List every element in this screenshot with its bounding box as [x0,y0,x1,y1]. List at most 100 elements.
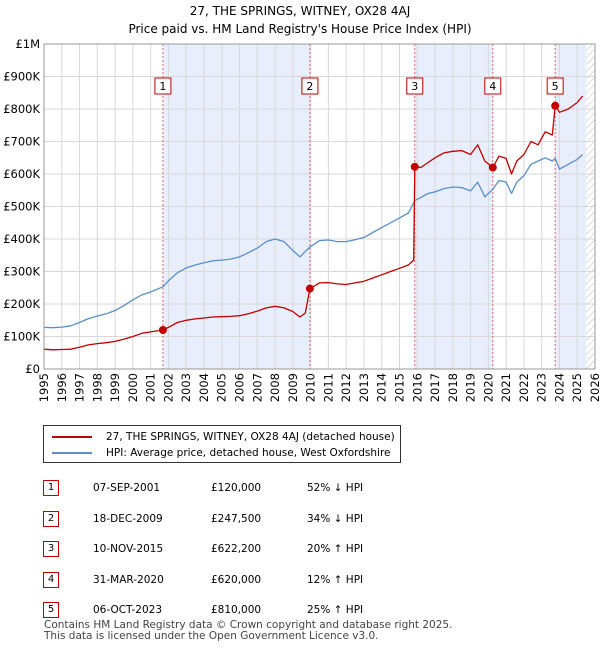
hpi-line [44,154,584,329]
table-row: 3 10-NOV-2015 £622,200 20% ↑ HPI [43,534,363,565]
sale-number-box [406,77,424,95]
sale-point [305,284,314,293]
x-tick-label: 2010 [304,373,318,402]
legend-swatch-red [52,436,92,438]
x-tick-label: 2013 [357,373,371,402]
x-tick-label: 1998 [90,373,104,402]
x-tick-label: 2000 [126,373,140,402]
x-tick-label: 2021 [499,373,513,402]
x-tick-label: 2002 [161,373,175,402]
chart-subtitle: Price paid vs. HM Land Registry's House … [128,22,471,36]
sale-number-badge: 5 [43,602,59,619]
footer-line-2: This data is licensed under the Open Gov… [44,630,379,642]
sale-price: £622,200 [211,543,262,556]
chart-legend: 27, THE SPRINGS, WITNEY, OX28 4AJ (detac… [43,425,401,463]
sale-number-box [154,77,172,95]
y-tick-label: £1M [15,37,40,51]
property-price-line [44,95,584,351]
x-tick-label: 2025 [570,373,584,402]
sale-hpi-diff: 25% ↑ HPI [307,604,364,617]
sale-point [158,326,167,334]
sale-hpi-diff: 12% ↑ HPI [307,573,364,586]
x-tick-label: 2015 [392,373,406,402]
y-tick-label: £400K [3,232,40,246]
plot-frame [43,43,596,370]
y-tick-label: £0 [25,362,40,376]
legend-swatch-blue [52,452,92,454]
table-row: 1 07-SEP-2001 £120,000 52% ↓ HPI [43,473,363,504]
x-tick-label: 2019 [464,373,478,402]
y-tick-label: £800K [3,102,40,116]
x-tick-label: 2012 [339,373,353,402]
sale-date: 18-DEC-2009 [93,512,163,525]
legend-label-property: 27, THE SPRINGS, WITNEY, OX28 4AJ (detac… [106,431,395,443]
x-tick-label: 2007 [250,373,264,402]
y-tick-label: £600K [3,167,40,181]
x-tick-label: 2001 [144,373,158,402]
sale-number-box [484,77,502,95]
sale-number-badge: 1 [43,480,59,497]
sale-date: 31-MAR-2020 [93,573,164,586]
x-tick-label: 1996 [55,373,69,402]
sale-hpi-diff: 20% ↑ HPI [307,543,364,556]
sale-number-badge: 4 [43,571,59,588]
x-tick-label: 1995 [37,373,51,402]
x-tick-label: 2020 [481,373,495,402]
legend-item-property: 27, THE SPRINGS, WITNEY, OX28 4AJ (detac… [52,429,395,445]
sale-hpi-diff: 52% ↓ HPI [307,482,364,495]
sale-price: £120,000 [211,482,262,495]
x-tick-label: 2024 [552,373,566,402]
sale-number-label: 5 [552,80,559,93]
sale-number-box [546,77,564,95]
x-tick-label: 2008 [268,373,282,402]
sale-point [488,163,497,172]
x-tick-label: 2005 [215,373,229,402]
sales-table: 1 07-SEP-2001 £120,000 52% ↓ HPI 2 18-DE… [43,473,363,626]
sale-date: 07-SEP-2001 [93,482,161,495]
x-tick-label: 2014 [375,373,389,402]
x-tick-label: 2022 [517,373,531,402]
x-tick-label: 2009 [286,373,300,402]
sale-number-box [301,77,319,95]
sale-point [551,101,560,110]
sale-point [410,162,419,171]
y-tick-label: £700K [3,135,40,149]
chart-title: 27, THE SPRINGS, WITNEY, OX28 4AJ [190,4,411,18]
footer-line-1: Contains HM Land Registry data © Crown c… [44,619,453,631]
sale-price: £620,000 [211,573,262,586]
y-tick-label: £200K [3,297,40,311]
sale-number-label: 2 [306,80,313,93]
sale-number-badge: 2 [43,510,59,527]
table-row: 2 18-DEC-2009 £247,500 34% ↓ HPI [43,504,363,535]
x-tick-label: 2004 [197,373,211,402]
legend-item-hpi: HPI: Average price, detached house, West… [52,445,391,461]
x-tick-label: 2016 [410,373,424,402]
x-tick-label: 1999 [108,373,122,402]
x-tick-label: 2006 [233,373,247,402]
sale-number-label: 1 [159,80,166,93]
x-tick-label: 2026 [588,373,600,402]
y-tick-label: £900K [3,70,40,84]
table-row: 4 31-MAR-2020 £620,000 12% ↑ HPI [43,565,363,596]
x-tick-label: 1997 [73,373,87,402]
sale-number-label: 4 [489,80,496,93]
legend-label-hpi: HPI: Average price, detached house, West… [106,447,391,459]
sale-hpi-diff: 34% ↓ HPI [307,512,364,525]
sale-date: 10-NOV-2015 [93,543,164,556]
x-tick-label: 2018 [446,373,460,402]
sale-price: £247,500 [211,512,262,525]
sale-date: 06-OCT-2023 [93,604,162,617]
sale-number-badge: 3 [43,541,59,558]
y-tick-label: £300K [3,265,40,279]
y-tick-label: £500K [3,200,40,214]
price-chart: 27, THE SPRINGS, WITNEY, OX28 4AJ Price … [3,4,600,402]
sale-number-label: 3 [411,80,418,93]
x-tick-label: 2017 [428,373,442,402]
x-tick-label: 2011 [321,373,335,402]
table-row: 5 06-OCT-2023 £810,000 25% ↑ HPI [43,595,363,626]
x-tick-label: 2023 [535,373,549,402]
y-tick-label: £100K [3,330,40,344]
x-tick-label: 2003 [179,373,193,402]
footer-attribution: Contains HM Land Registry data © Crown c… [44,620,452,642]
sale-price: £810,000 [211,604,262,617]
